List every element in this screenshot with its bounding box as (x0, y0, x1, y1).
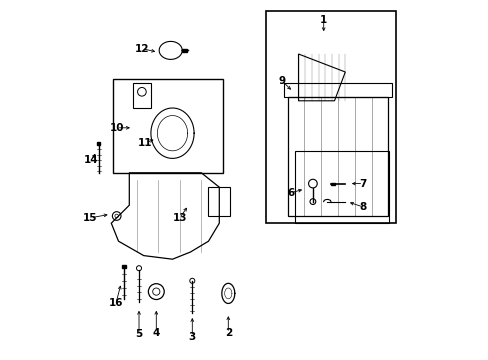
Text: 11: 11 (138, 138, 152, 148)
Text: 10: 10 (109, 123, 123, 133)
Text: 1: 1 (320, 15, 326, 25)
Text: 16: 16 (108, 298, 123, 308)
Bar (287, 97, 387, 216)
Bar (97, 142, 101, 145)
Bar (122, 265, 125, 268)
Bar (265, 11, 395, 223)
Text: 4: 4 (152, 328, 160, 338)
Text: 8: 8 (359, 202, 366, 212)
Text: 9: 9 (278, 76, 285, 86)
Bar (208, 187, 230, 216)
Text: 2: 2 (224, 328, 231, 338)
Text: 5: 5 (135, 329, 142, 339)
Text: 13: 13 (172, 213, 186, 223)
Bar (330, 183, 335, 185)
Bar (182, 49, 186, 52)
Text: 6: 6 (287, 188, 294, 198)
Bar (113, 79, 223, 173)
Text: 15: 15 (83, 213, 98, 223)
Bar (294, 151, 387, 223)
Text: 14: 14 (84, 155, 99, 165)
Text: 3: 3 (188, 332, 196, 342)
Text: 7: 7 (359, 179, 366, 189)
Text: 12: 12 (134, 44, 149, 54)
